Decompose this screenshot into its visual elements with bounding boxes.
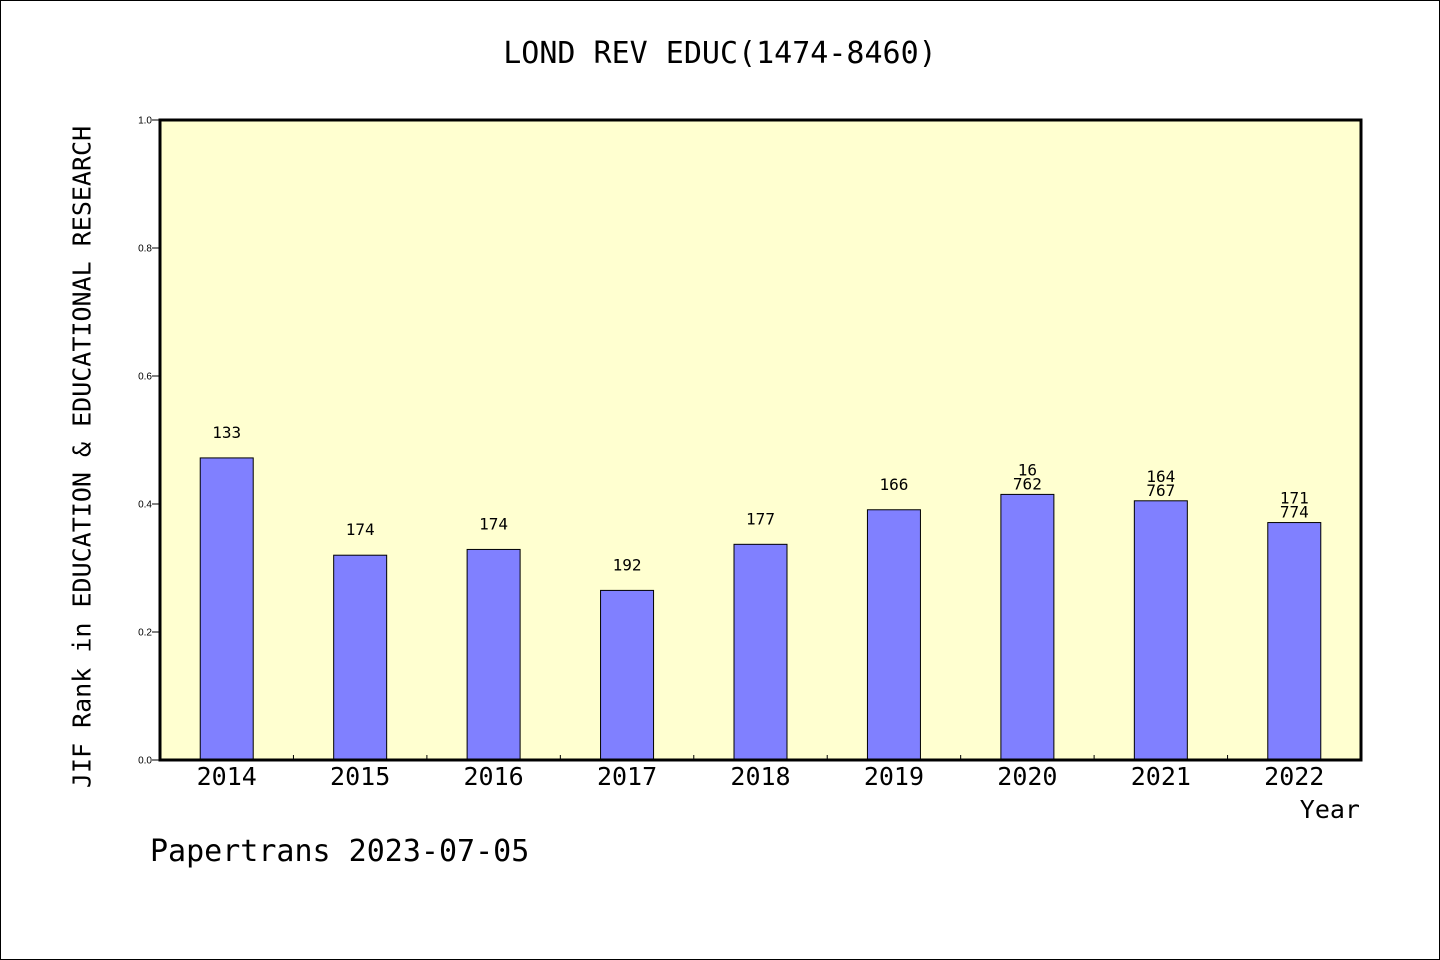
x-tick-label: 2014: [197, 762, 257, 791]
data-label: 166: [879, 475, 908, 494]
x-tick-label: 2018: [730, 762, 790, 791]
bar-2018: [733, 543, 788, 761]
x-tick-label: 2021: [1131, 762, 1191, 791]
y-tick-label: 0.8: [138, 244, 152, 255]
x-tick-label: 2022: [1264, 762, 1324, 791]
data-label: 171: [1280, 489, 1309, 508]
data-label: 762: [1013, 474, 1042, 493]
bar-2015: [333, 554, 388, 761]
footer-credit: Papertrans 2023-07-05: [150, 834, 530, 869]
chart-title: LOND REV EDUC(1474-8460): [503, 36, 937, 71]
bar-2017: [600, 589, 655, 761]
x-tick-label: 2015: [330, 762, 390, 791]
bar-2016: [466, 548, 521, 761]
data-label: 174: [346, 520, 375, 539]
x-tick-label: 2020: [997, 762, 1057, 791]
bar-2022: [1267, 522, 1322, 761]
y-tick-label: 1.0: [138, 116, 152, 127]
y-tick-label: 0.2: [138, 628, 152, 639]
y-tick-label: 0.6: [138, 372, 152, 383]
data-label: 192: [613, 555, 642, 574]
x-tick-label: 2017: [597, 762, 657, 791]
data-label: 774: [1280, 503, 1309, 522]
y-tick-label: 0.4: [138, 500, 152, 511]
data-label: 177: [746, 509, 775, 528]
y-tick-label: 0.0: [138, 756, 152, 767]
data-label: 174: [479, 514, 508, 533]
x-tick-label: 2016: [464, 762, 524, 791]
x-axis-label: Year: [1299, 795, 1360, 824]
data-label: 133: [212, 423, 241, 442]
data-label: 164: [1146, 467, 1175, 486]
bar-2014: [199, 457, 254, 761]
bar-2020: [1000, 493, 1055, 761]
x-tick-label: 2019: [864, 762, 924, 791]
data-label: 16: [1018, 460, 1037, 479]
bar-2021: [1133, 500, 1188, 761]
bar-2019: [866, 509, 921, 761]
plot-border: [158, 118, 1363, 762]
data-label: 767: [1146, 481, 1175, 500]
